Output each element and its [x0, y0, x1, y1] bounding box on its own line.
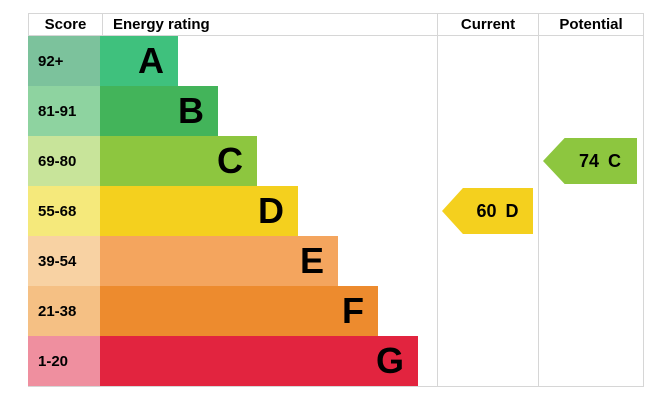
band-bar: C — [100, 136, 257, 186]
band-bar: A — [100, 36, 178, 86]
band-row-b: 81-91 B — [28, 86, 428, 136]
band-letter: A — [138, 40, 164, 81]
column-header-current: Current — [437, 13, 539, 36]
band-bar: D — [100, 186, 298, 236]
band-letter: E — [299, 240, 324, 281]
band-row-g: 1-20 G — [28, 336, 428, 386]
band-letter: G — [375, 340, 404, 381]
band-letter: D — [258, 190, 284, 231]
chart-right-border — [643, 35, 644, 387]
potential-column-divider — [538, 35, 539, 387]
potential-rating-value: 74 — [578, 150, 600, 171]
band-bar: E — [100, 236, 338, 286]
current-column-divider — [437, 35, 438, 387]
energy-band-rows: 92+ A 81-91 B 69-80 C 55-68 D 39-54 E 21… — [28, 36, 428, 386]
band-score-range: 92+ — [28, 36, 100, 86]
band-letter: C — [217, 140, 243, 181]
current-rating-value: 60 — [476, 200, 497, 221]
band-row-c: 69-80 C — [28, 136, 428, 186]
band-score-range: 39-54 — [28, 236, 100, 286]
band-bar: G — [100, 336, 418, 386]
band-letter: F — [342, 290, 364, 331]
band-score-range: 81-91 — [28, 86, 100, 136]
band-letter: B — [178, 90, 204, 131]
potential-rating-arrow: 74 C — [543, 138, 637, 184]
band-row-e: 39-54 E — [28, 236, 428, 286]
band-score-range: 21-38 — [28, 286, 100, 336]
band-row-a: 92+ A — [28, 36, 428, 86]
column-header-energy-rating: Energy rating — [102, 13, 438, 36]
band-bar: B — [100, 86, 218, 136]
band-row-d: 55-68 D — [28, 186, 428, 236]
current-rating-arrow: 60 D — [442, 188, 533, 234]
column-header-score: Score — [28, 13, 103, 36]
current-rating-band: D — [505, 200, 519, 221]
band-bar: F — [100, 286, 378, 336]
band-score-range: 55-68 — [28, 186, 100, 236]
band-score-range: 1-20 — [28, 336, 100, 386]
potential-rating-band: C — [608, 150, 622, 171]
chart-bottom-border — [28, 386, 644, 387]
band-row-f: 21-38 F — [28, 286, 428, 336]
band-score-range: 69-80 — [28, 136, 100, 186]
column-header-potential: Potential — [538, 13, 644, 36]
